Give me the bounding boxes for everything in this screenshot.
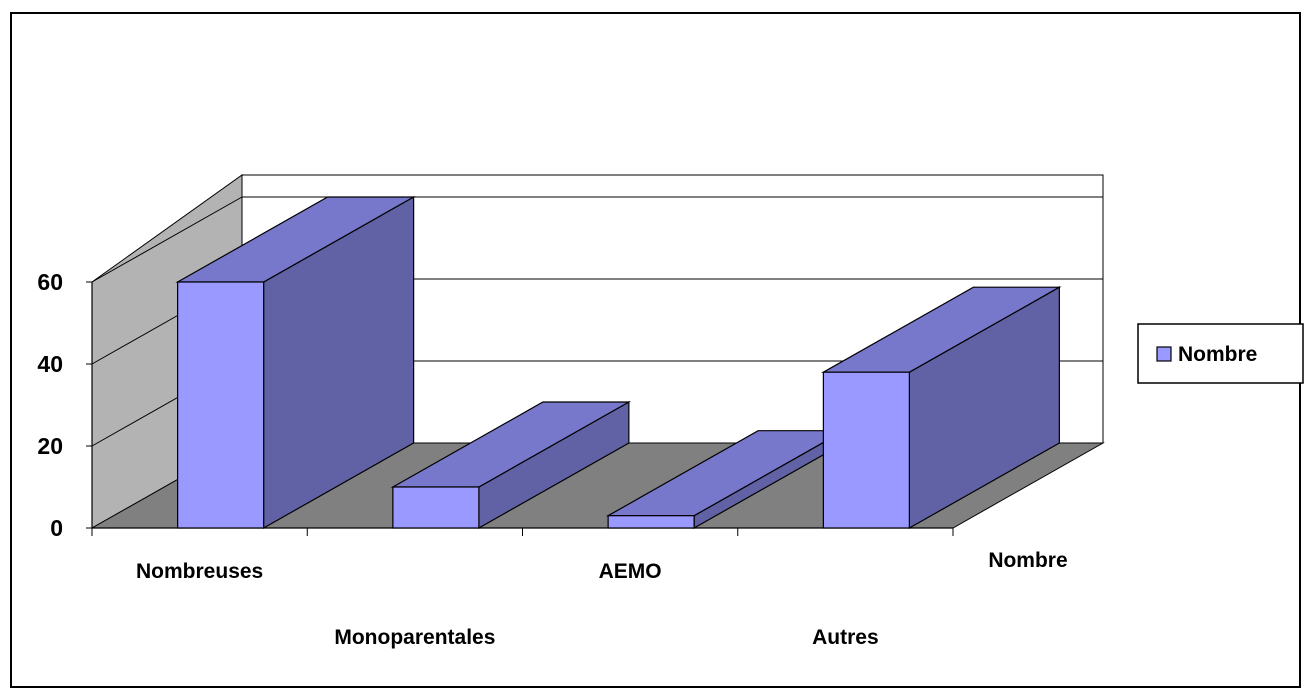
gridline-side-60 bbox=[91, 196, 243, 283]
y-tick-label: 20 bbox=[37, 433, 63, 459]
legend: Nombre bbox=[1137, 323, 1304, 384]
category-label-monoparentales: Monoparentales bbox=[334, 626, 495, 649]
depth-axis-label: Nombre bbox=[988, 549, 1067, 572]
category-label-aemo: AEMO bbox=[599, 560, 662, 583]
y-tick-label: 40 bbox=[37, 351, 63, 377]
bar-aemo bbox=[607, 515, 695, 529]
bar-autres bbox=[822, 371, 910, 529]
y-tick-label: 0 bbox=[50, 515, 63, 541]
legend-swatch bbox=[1156, 346, 1172, 362]
bars bbox=[175, 195, 1062, 530]
category-label-nombreuses: Nombreuses bbox=[136, 560, 263, 583]
category-label-autres: Autres bbox=[812, 626, 879, 649]
y-tick-label: 60 bbox=[37, 269, 63, 295]
bar-monoparentales bbox=[392, 486, 480, 529]
legend-label: Nombre bbox=[1178, 343, 1257, 366]
bar-nombreuses bbox=[177, 281, 265, 529]
labels: Nombre Nombreuses Monoparentales AEMO Autre… bbox=[136, 549, 1068, 649]
